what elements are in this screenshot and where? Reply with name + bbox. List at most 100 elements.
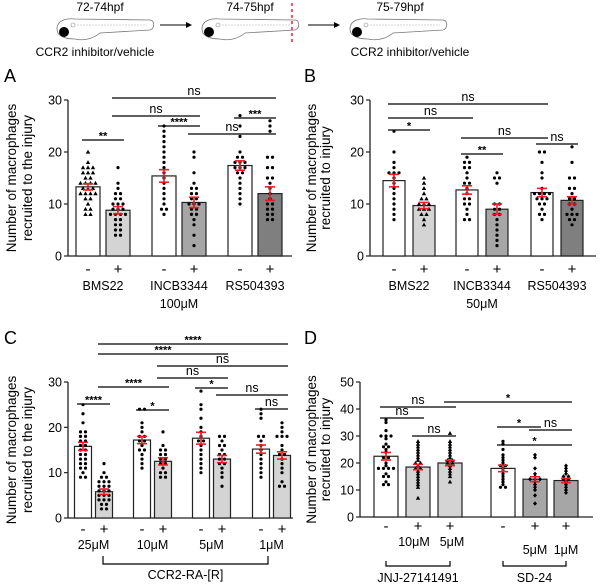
data-point: [465, 171, 469, 175]
data-point: [140, 462, 144, 466]
data-point: [97, 484, 101, 488]
data-point: [421, 180, 427, 185]
significance-label: ****: [154, 345, 172, 357]
data-point: [392, 197, 396, 201]
y-tick-label: 30: [340, 430, 354, 444]
data-point: [447, 447, 453, 452]
data-point: [238, 176, 242, 180]
data-point: [163, 471, 168, 475]
data-point: [501, 483, 505, 487]
data-point: [118, 197, 123, 201]
significance-label: ns: [149, 102, 162, 116]
larva-icon: [349, 18, 448, 41]
data-point: [462, 218, 467, 222]
concentration-label: 1μM: [554, 543, 579, 557]
data-point: [81, 471, 85, 475]
y-tick-label: 20: [340, 457, 354, 471]
data-point: [189, 192, 194, 196]
concentration-label: 5μM: [523, 543, 548, 557]
data-point: [415, 479, 421, 484]
data-point: [81, 421, 85, 425]
data-point: [392, 192, 396, 196]
data-point: [547, 192, 552, 196]
data-point: [391, 466, 396, 470]
data-point: [501, 458, 505, 462]
error-bar: [189, 196, 199, 209]
data-point: [90, 170, 96, 175]
data-point: [80, 170, 86, 175]
data-point: [381, 474, 386, 479]
data-point: [220, 448, 224, 452]
data-point: [201, 439, 206, 443]
data-point: [118, 218, 123, 222]
data-point: [462, 181, 467, 185]
stage-1: 72-74hpf CCR2 inhibitor/vehicle: [36, 0, 155, 59]
error-bar: [113, 205, 123, 215]
y-tick-label: 10: [48, 466, 62, 480]
data-point: [275, 434, 279, 438]
data-point: [238, 134, 242, 138]
significance-label: ns: [395, 404, 408, 418]
data-point: [467, 181, 472, 185]
panel-letter: B: [304, 66, 316, 86]
data-point: [376, 466, 381, 470]
data-point: [90, 186, 96, 190]
data-point: [259, 439, 263, 443]
error-bar: [78, 441, 88, 452]
y-tick-label: 50: [340, 376, 354, 390]
data-point: [270, 176, 275, 180]
data-point: [280, 430, 284, 434]
data-point: [83, 196, 88, 201]
data-point: [528, 477, 532, 482]
y-axis-label-line-1: Number of macrophages: [4, 375, 19, 524]
data-point: [533, 452, 537, 458]
data-point: [537, 202, 542, 206]
data-point: [78, 434, 83, 438]
x-category-label: +: [114, 261, 123, 278]
data-point: [280, 480, 284, 484]
data-point: [533, 501, 537, 506]
group-label: 1μM: [259, 538, 284, 552]
data-point: [113, 233, 118, 237]
data-point: [415, 444, 421, 449]
y-axis-label-line-2: recruited to the injury: [20, 387, 35, 513]
group-bracket: [502, 561, 567, 567]
data-point: [492, 207, 497, 211]
significance-label: ***: [249, 109, 263, 121]
data-point: [421, 191, 427, 196]
data-point: [78, 457, 83, 461]
data-point: [161, 466, 165, 470]
data-point: [467, 202, 472, 206]
panel-a-chart: A Number of macrophages recruited to the i…: [4, 66, 292, 311]
data-point: [421, 186, 427, 190]
data-point: [497, 176, 502, 180]
larva-icon: [56, 18, 155, 41]
data-point: [566, 474, 571, 479]
x-category-label: +: [562, 518, 571, 535]
data-point: [570, 223, 574, 227]
data-point: [97, 480, 101, 484]
stage-1-caption: CCR2 inhibitor/vehicle: [36, 45, 155, 59]
data-point: [495, 244, 499, 248]
data-point: [270, 155, 275, 159]
data-point: [495, 218, 499, 222]
error-bar: [567, 195, 577, 205]
stage-1-time-label: 72-74hpf: [76, 0, 124, 14]
significance-label: ns: [461, 90, 474, 104]
bar: [181, 201, 207, 257]
data-point: [118, 192, 123, 196]
x-category-label: -: [392, 261, 397, 278]
data-point: [265, 207, 270, 211]
group-label: BMS22: [389, 279, 430, 293]
data-point: [465, 155, 469, 159]
data-point: [542, 212, 547, 216]
y-tick-label: 0: [55, 250, 62, 264]
data-point: [116, 202, 120, 206]
data-point: [163, 475, 168, 479]
data-point: [268, 119, 272, 123]
data-point: [415, 447, 421, 452]
data-point: [80, 186, 86, 190]
data-point: [572, 186, 577, 190]
data-point: [162, 192, 166, 196]
group-label: JNJ-27141491: [377, 571, 458, 585]
